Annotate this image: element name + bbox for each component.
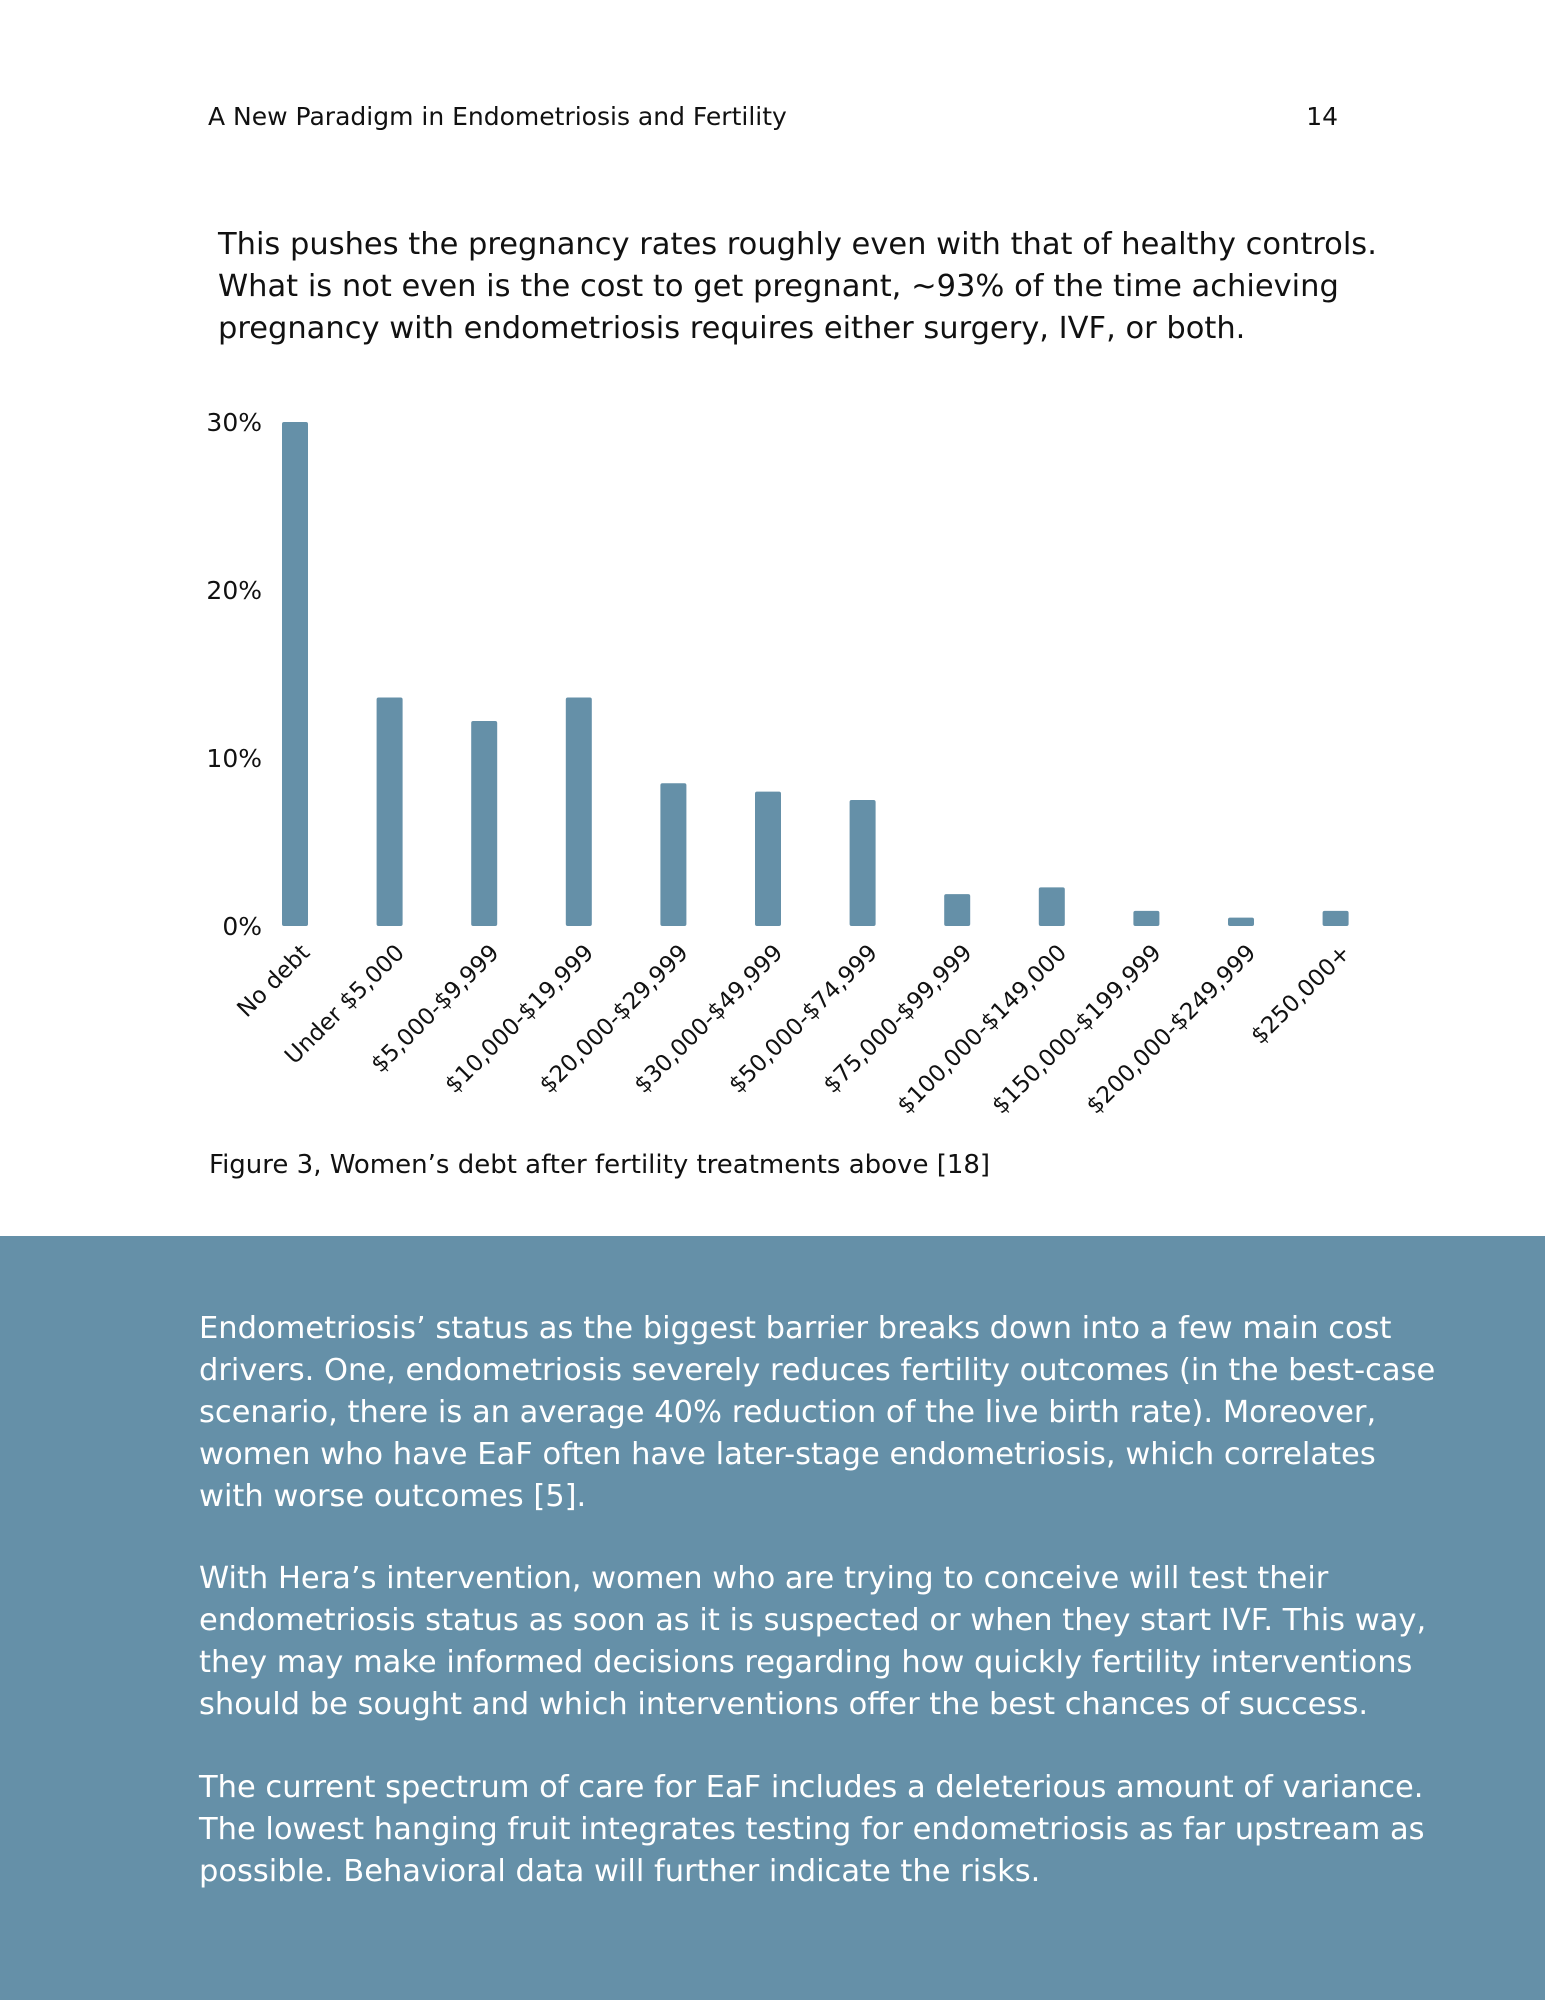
bar [849, 800, 876, 926]
x-tick-label: No debt [233, 940, 316, 1023]
text-line: The lowest hanging fruit integrates test… [199, 1812, 1425, 1847]
text-line: Endometriosis’ status as the biggest bar… [199, 1311, 1392, 1346]
y-tick-label: 30% [206, 408, 262, 437]
text-line: possible. Behavioral data will further i… [199, 1854, 1041, 1889]
text-line: The current spectrum of care for EaF inc… [199, 1770, 1424, 1805]
y-tick-label: 20% [206, 576, 262, 605]
bar [471, 721, 498, 926]
page-number: 14 [1306, 102, 1338, 131]
bar [755, 791, 781, 926]
x-tick-label: $150,000-$199,999 [987, 940, 1166, 1119]
paragraph-cost-drivers: Endometriosis’ status as the biggest bar… [199, 1308, 1449, 1518]
x-tick-label: $100,000-$149,000 [893, 940, 1072, 1119]
text-line: drivers. One, endometriosis severely red… [199, 1353, 1436, 1388]
bar [660, 783, 687, 926]
y-tick-label: 0% [222, 912, 262, 941]
bar [1133, 910, 1160, 926]
text-line: endometriosis status as soon as it is su… [199, 1603, 1427, 1638]
text-line: What is not even is the cost to get preg… [218, 269, 1339, 304]
paragraph-spectrum-of-care: The current spectrum of care for EaF inc… [199, 1767, 1449, 1893]
text-line: with worse outcomes [5]. [199, 1479, 587, 1514]
text-line: With Hera’s intervention, women who are … [199, 1561, 1329, 1596]
intro-paragraph: This pushes the pregnancy rates roughly … [218, 224, 1377, 350]
text-line: women who have EaF often have later-stag… [199, 1437, 1376, 1472]
text-line: they may make informed decisions regardi… [199, 1645, 1413, 1680]
figure-caption: Figure 3, Women’s debt after fertility t… [209, 1150, 991, 1180]
x-tick-label: $200,000-$249,999 [1082, 940, 1261, 1119]
bar [1228, 917, 1254, 926]
text-line: should be sought and which interventions… [199, 1687, 1369, 1722]
y-tick-label: 10% [206, 744, 262, 773]
bar [1038, 887, 1065, 926]
bar [376, 697, 403, 926]
bar [565, 697, 592, 926]
bar [944, 894, 971, 926]
x-tick-label: $250,000+ [1246, 940, 1356, 1050]
bar [1322, 910, 1349, 926]
running-title: A New Paradigm in Endometriosis and Fert… [208, 102, 787, 131]
text-line: scenario, there is an average 40% reduct… [199, 1395, 1377, 1430]
text-line: pregnancy with endometriosis requires ei… [218, 311, 1246, 346]
text-band: Endometriosis’ status as the biggest bar… [0, 1236, 1545, 2000]
text-line: This pushes the pregnancy rates roughly … [218, 227, 1377, 262]
bar [282, 422, 308, 926]
paragraph-intervention: With Hera’s intervention, women who are … [199, 1558, 1449, 1726]
